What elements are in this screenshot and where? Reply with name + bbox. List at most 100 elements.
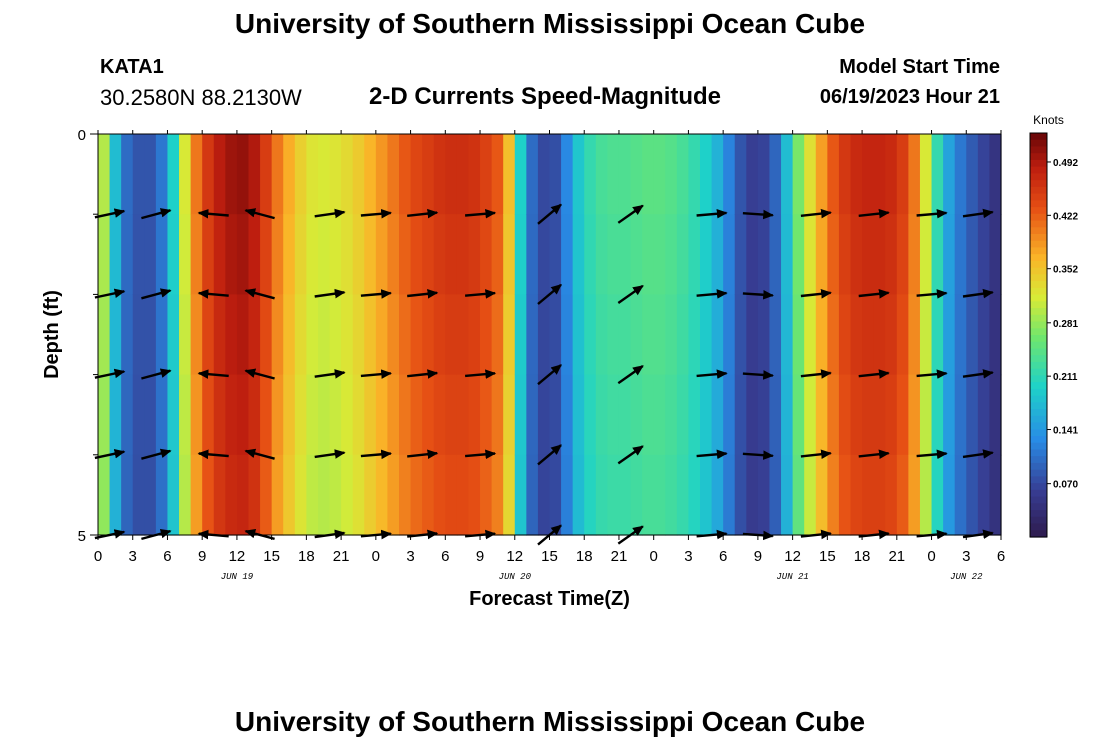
heatmap-cell [225,454,238,536]
current-vector [617,204,644,224]
heatmap-cell [514,214,527,295]
heatmap-cell [445,294,458,376]
heatmap-cell [422,214,435,295]
heatmap-cell [144,294,157,376]
heatmap-cell [225,374,238,456]
current-vector [617,284,644,304]
heatmap-cell [294,454,307,536]
heatmap-cell [584,374,597,456]
heatmap-cell [711,294,724,376]
colorbar-segment [1030,328,1047,336]
heatmap-cell [503,134,516,215]
heatmap-cell [317,214,331,295]
heatmap-cell [873,454,886,536]
heatmap-cell [919,134,933,215]
heatmap-cell [954,294,967,376]
heatmap-cell [850,454,863,536]
x-tick-label: 12 [229,548,246,565]
heatmap-cell [422,374,435,456]
heatmap-cell [919,454,933,536]
heatmap-cell [688,374,701,456]
heatmap-cell [260,214,273,295]
heatmap-cell [711,134,724,215]
current-vector [742,209,774,220]
heatmap-cell [607,134,620,215]
x-tick-label: 15 [819,548,836,565]
heatmap-cell [514,374,527,456]
x-tick-label: 0 [94,548,102,565]
heatmap-cell [213,374,226,456]
colorbar-segment [1030,395,1047,403]
heatmap-cell [503,454,516,536]
heatmap-cell [676,374,690,456]
colorbar-segment [1030,335,1047,343]
heatmap-cell [283,294,296,376]
x-tick-label: 12 [506,548,523,565]
heatmap-cell [480,294,493,376]
colorbar-segment [1030,382,1047,390]
heatmap-cell [572,454,585,536]
heatmap-cell [410,134,423,215]
heatmap-cell [618,134,632,215]
heatmap-cell [317,374,331,456]
heatmap-cell [213,454,226,536]
heatmap-cell [757,134,771,215]
colorbar-segment [1030,133,1047,141]
heatmap-cell [190,134,203,215]
heatmap-cell [746,374,759,456]
current-vector [858,449,890,459]
heatmap-cell [225,134,238,215]
heatmap-cell [549,374,562,456]
heatmap-cell [260,294,273,376]
heatmap-cell [838,294,852,376]
heatmap-cell [364,294,377,376]
heatmap-cell [410,214,423,295]
current-vector [617,445,644,465]
current-vector [314,369,346,379]
heatmap-cell [526,294,539,376]
current-vector [360,369,392,379]
heatmap-cell [561,214,574,295]
heatmap-cell [537,454,551,536]
heatmap-cell [190,374,203,456]
heatmap-cell [375,214,389,295]
heatmap-cell [653,134,666,215]
heatmap-cell [144,374,157,456]
heatmap-cell [838,454,852,536]
colorbar-tick-label: 0.352 [1053,265,1078,276]
heatmap-cell [121,374,134,456]
current-vector [407,289,439,299]
heatmap-cell [155,454,169,536]
heatmap-cell [989,374,1002,456]
heatmap-cell [734,134,747,215]
x-axis: 0 3 6 9 12 15 18 21 0 3 6 9 12 15 18 21 0 3 6 9 12 15 18 21 0 3 6 J… [94,130,1005,582]
heatmap-cell [746,134,759,215]
heatmap-cell [341,134,354,215]
heatmap-cell [526,374,539,456]
heatmap-cell [410,374,423,456]
heatmap-cell [769,454,782,536]
y-axis: 05 [78,127,98,545]
heatmap-cell [850,374,863,456]
colorbar-segment [1030,301,1047,309]
heatmap-cell [98,454,111,536]
colorbar: 0.492 0.422 0.352 0.281 0.211 0.141 0.070 [1029,132,1078,538]
heatmap-cell [757,374,771,456]
heatmap-cell [190,294,203,376]
heatmap-cell [792,374,805,456]
heatmap-cell [896,134,909,215]
heatmap-cell [804,134,817,215]
heatmap-cell [260,134,273,215]
current-vector [858,208,890,219]
heatmap-cell [456,374,470,456]
heatmap-cell [433,294,446,376]
heatmap-cell [155,294,169,376]
colorbar-segment [1030,375,1047,383]
colorbar-segment [1030,348,1047,356]
heatmap-cell [491,214,504,295]
heatmap-cell [341,214,354,295]
heatmap-cell [248,294,261,376]
colorbar-segment [1030,247,1047,255]
heatmap-cell [561,454,574,536]
heatmap-cell [294,214,307,295]
